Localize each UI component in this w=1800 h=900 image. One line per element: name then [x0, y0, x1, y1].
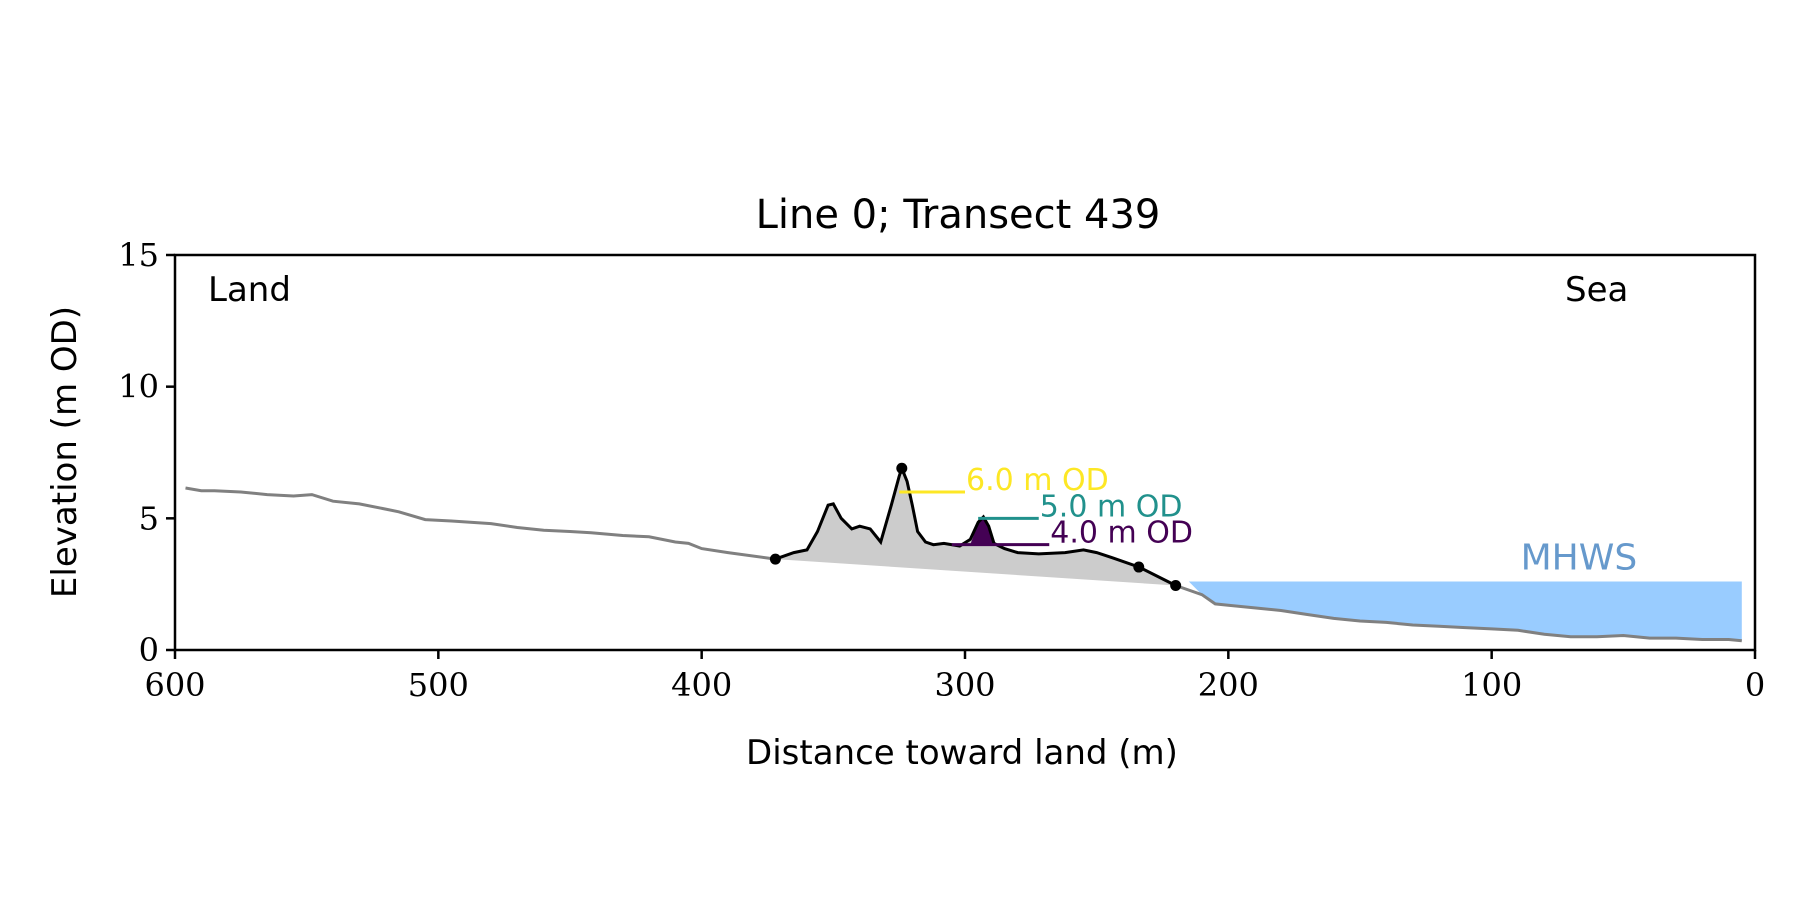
- y-tick-label: 5: [139, 499, 159, 537]
- beach-profile-line: [1175, 584, 1742, 643]
- x-axis-label: Distance toward land (m): [746, 733, 1178, 773]
- x-tick-label: 200: [1198, 666, 1259, 704]
- dune-point: [769, 553, 781, 565]
- axis-ticks: 600 500 400 300 200 100 0 0 5 10 15: [118, 236, 1765, 704]
- contour-label-6: 6.0 m OD: [966, 463, 1109, 498]
- x-tick-label: 600: [144, 666, 205, 704]
- sea-label: Sea: [1565, 270, 1628, 310]
- dune-point: [896, 462, 908, 474]
- x-tick-label: 300: [934, 666, 995, 704]
- y-tick-label: 0: [139, 631, 159, 669]
- y-tick-label: 10: [118, 368, 159, 406]
- mhws-water-area: [1188, 581, 1742, 641]
- chart-title: Line 0; Transect 439: [756, 192, 1161, 238]
- y-tick-label: 15: [118, 236, 159, 274]
- contour-label-4: 4.0 m OD: [1050, 516, 1193, 551]
- mhws-label: MHWS: [1521, 538, 1638, 579]
- land-label: Land: [208, 270, 291, 310]
- dune-peak-fill-4m: [970, 517, 996, 545]
- x-tick-label: 500: [408, 666, 469, 704]
- plot-area: 6.0 m OD5.0 m OD4.0 m OD MHWS: [185, 462, 1742, 643]
- x-tick-label: 0: [1745, 666, 1765, 704]
- dune-area: [775, 468, 1176, 586]
- x-tick-label: 100: [1461, 666, 1522, 704]
- y-axis-label: Elevation (m OD): [45, 306, 85, 598]
- landward-profile-line: [185, 486, 776, 561]
- dune-profile-line: [774, 463, 1177, 587]
- contour-label-5: 5.0 m OD: [1040, 489, 1183, 524]
- dune-point: [1133, 561, 1145, 573]
- dune-point: [1170, 579, 1182, 591]
- x-tick-label: 400: [671, 666, 732, 704]
